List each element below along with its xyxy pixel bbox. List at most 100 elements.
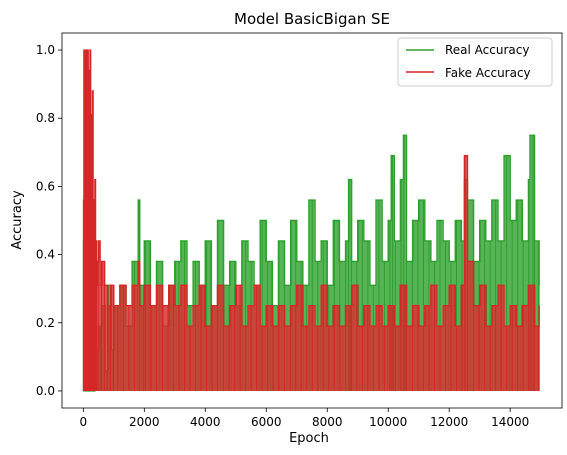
data-point-fake-accuracy (119, 284, 121, 286)
data-point-fake-accuracy (460, 284, 462, 286)
data-point-real-accuracy (347, 178, 350, 181)
data-point-real-accuracy (424, 240, 426, 242)
data-point-real-accuracy (515, 199, 517, 201)
data-point-fake-accuracy (90, 219, 92, 222)
data-point-fake-accuracy (308, 305, 310, 307)
data-point-fake-accuracy (88, 240, 91, 242)
data-point-fake-accuracy (442, 305, 444, 307)
data-point-real-accuracy (412, 219, 414, 222)
x-tick-label: 2000 (129, 415, 160, 429)
data-point-real-accuracy (283, 284, 286, 286)
data-point-fake-accuracy (113, 305, 115, 307)
data-point-fake-accuracy (326, 325, 328, 327)
data-point-real-accuracy (503, 155, 505, 157)
data-point-real-accuracy (155, 260, 158, 263)
data-point-fake-accuracy (162, 305, 164, 307)
data-point-fake-accuracy (168, 284, 170, 286)
data-point-fake-accuracy (83, 49, 85, 51)
data-point-fake-accuracy (104, 284, 106, 286)
data-point-fake-accuracy (87, 178, 89, 181)
data-point-real-accuracy (308, 199, 310, 201)
data-point-fake-accuracy (381, 325, 383, 327)
data-point-real-accuracy (521, 240, 523, 242)
data-point-real-accuracy (259, 219, 261, 222)
data-point-real-accuracy (387, 219, 389, 222)
data-point-real-accuracy (357, 219, 359, 222)
data-point-real-accuracy (174, 260, 176, 263)
data-point-real-accuracy (320, 240, 322, 242)
x-tick-label: 10000 (369, 415, 407, 429)
data-point-fake-accuracy (85, 69, 87, 72)
data-point-fake-accuracy (155, 284, 158, 286)
data-point-fake-accuracy (94, 305, 97, 307)
data-point-fake-accuracy (479, 284, 481, 286)
y-tick-label: 0.6 (36, 179, 55, 193)
data-point-fake-accuracy (85, 49, 87, 51)
x-axis-ticks: 0 2000 4000 6000 8000 10000 12000 14000 (80, 408, 529, 429)
data-point-fake-accuracy (491, 305, 493, 307)
data-point-real-accuracy (430, 260, 432, 263)
data-point-fake-accuracy (131, 284, 133, 286)
data-point-fake-accuracy (97, 240, 100, 242)
legend-label-real-accuracy: Real Accuracy (445, 43, 529, 57)
y-axis-label: Accuracy (10, 190, 25, 250)
data-point-fake-accuracy (277, 305, 280, 307)
data-point-real-accuracy (529, 134, 531, 136)
y-tick-label: 0.0 (36, 384, 55, 398)
data-point-fake-accuracy (84, 49, 86, 51)
series-band-fake-accuracy (82, 50, 540, 391)
x-tick-label: 6000 (251, 415, 282, 429)
data-point-fake-accuracy (91, 260, 93, 263)
data-point-real-accuracy (296, 260, 298, 263)
data-point-fake-accuracy (424, 305, 426, 307)
data-point-real-accuracy (332, 219, 334, 222)
data-point-real-accuracy (497, 240, 499, 242)
data-point-real-accuracy (418, 199, 420, 201)
x-tick-label: 8000 (312, 415, 343, 429)
data-point-fake-accuracy (314, 325, 316, 327)
data-point-real-accuracy (399, 178, 402, 181)
data-point-real-accuracy (363, 240, 365, 242)
y-tick-label: 0.2 (36, 316, 55, 330)
data-point-fake-accuracy (527, 284, 530, 286)
data-point-fake-accuracy (344, 305, 347, 307)
data-point-fake-accuracy (448, 284, 450, 286)
data-point-fake-accuracy (92, 284, 94, 286)
data-point-fake-accuracy (253, 284, 255, 286)
data-point-fake-accuracy (93, 240, 95, 242)
data-point-fake-accuracy (210, 305, 212, 307)
data-point-real-accuracy (448, 260, 450, 263)
data-point-real-accuracy (405, 260, 408, 263)
data-point-fake-accuracy (405, 325, 408, 327)
data-point-fake-accuracy (454, 325, 456, 327)
data-point-real-accuracy (479, 219, 481, 222)
data-point-fake-accuracy (99, 284, 101, 286)
data-point-fake-accuracy (436, 325, 438, 327)
data-point-fake-accuracy (357, 325, 359, 327)
data-point-real-accuracy (381, 260, 383, 263)
y-tick-label: 0.8 (36, 111, 55, 125)
data-point-real-accuracy (247, 260, 249, 263)
x-tick-label: 14000 (491, 415, 529, 429)
data-point-real-accuracy (454, 219, 456, 222)
data-point-real-accuracy (390, 155, 392, 157)
data-point-real-accuracy (442, 240, 444, 242)
data-point-fake-accuracy (88, 69, 90, 72)
y-axis-ticks: 0.0 0.2 0.4 0.6 0.8 1.0 (36, 43, 62, 398)
data-point-fake-accuracy (235, 284, 237, 286)
data-point-real-accuracy (393, 240, 395, 242)
data-point-real-accuracy (344, 240, 347, 242)
data-point-fake-accuracy (125, 305, 127, 307)
data-point-fake-accuracy (521, 305, 523, 307)
data-point-real-accuracy (460, 240, 462, 242)
data-point-fake-accuracy (538, 305, 540, 307)
data-point-real-accuracy (375, 199, 377, 201)
data-point-fake-accuracy (96, 284, 98, 286)
data-point-real-accuracy (229, 260, 231, 263)
data-point-fake-accuracy (241, 325, 243, 327)
data-point-fake-accuracy (229, 305, 231, 307)
data-point-fake-accuracy (271, 325, 273, 327)
data-point-real-accuracy (314, 260, 316, 263)
data-point-fake-accuracy (94, 178, 96, 181)
